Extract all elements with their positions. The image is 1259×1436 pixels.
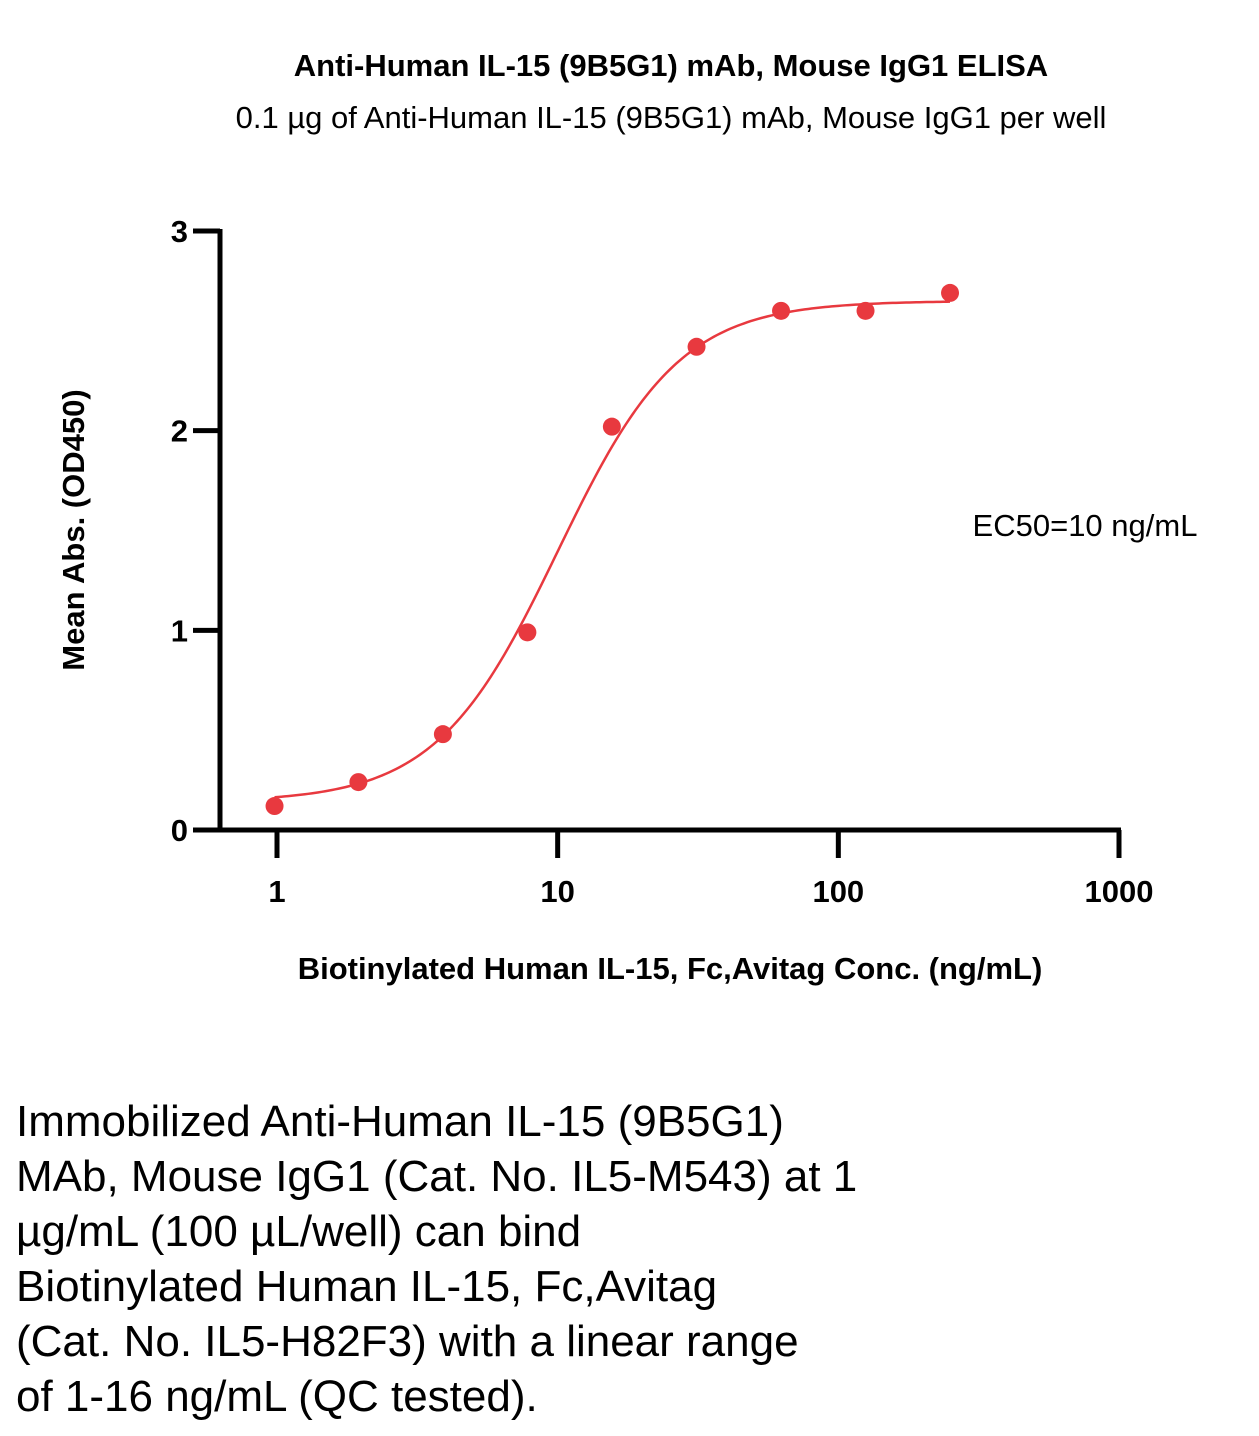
y-tick-label: 0	[171, 813, 188, 848]
data-point	[687, 337, 706, 356]
figure-caption: Immobilized Anti-Human IL-15 (9B5G1) MAb…	[16, 1094, 1236, 1424]
caption-line: of 1-16 ng/mL (QC tested).	[16, 1372, 538, 1421]
x-axis-label: Biotinylated Human IL-15, Fc,Avitag Conc…	[298, 951, 1043, 986]
data-point	[518, 623, 537, 642]
caption-line: Immobilized Anti-Human IL-15 (9B5G1)	[16, 1097, 784, 1146]
data-point	[433, 725, 452, 744]
caption-line: µg/mL (100 µL/well) can bind	[16, 1207, 582, 1256]
caption-line: Biotinylated Human IL-15, Fc,Avitag	[16, 1262, 718, 1311]
x-tick-label: 10	[540, 874, 574, 909]
y-tick-label: 1	[171, 613, 188, 648]
data-point	[265, 797, 284, 816]
y-tick-label: 3	[171, 214, 188, 249]
fit-curve	[274, 300, 951, 799]
ec50-chart: 0 1 2 3 1 10 100 1000 Biotinylated Human IL-15,…	[56, 214, 1198, 986]
caption-line: MAb, Mouse IgG1 (Cat. No. IL5-M543) at 1	[16, 1152, 858, 1201]
data-point	[941, 283, 960, 302]
x-tick-label: 1	[268, 874, 285, 909]
data-points	[265, 283, 960, 816]
x-tick-label: 1000	[1085, 874, 1154, 909]
chart-subtitle: 0.1 µg of Anti-Human IL-15 (9B5G1) mAb, …	[235, 100, 1107, 135]
x-tick-label: 100	[812, 874, 864, 909]
caption-line: (Cat. No. IL5-H82F3) with a linear range	[16, 1317, 799, 1366]
chart-title: Anti-Human IL-15 (9B5G1) mAb, Mouse IgG1…	[293, 48, 1049, 83]
y-axis-label: Mean Abs. (OD450)	[56, 389, 91, 670]
data-point	[772, 301, 791, 320]
data-point	[602, 417, 621, 436]
data-point	[856, 301, 875, 320]
ec50-annotation: EC50=10 ng/mL	[973, 508, 1198, 543]
chart-axes	[193, 229, 1121, 833]
data-point	[349, 773, 368, 792]
chart-ticks: 0 1 2 3 1 10 100 1000	[171, 214, 1154, 909]
y-tick-label: 2	[171, 414, 188, 449]
